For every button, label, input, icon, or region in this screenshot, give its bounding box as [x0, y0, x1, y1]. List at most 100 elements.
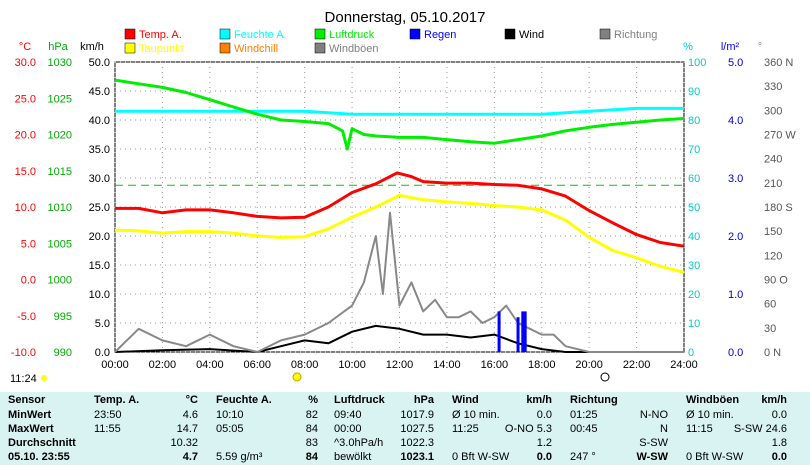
legend-swatch [314, 28, 326, 40]
table-cell-value: 0.0 [771, 409, 787, 421]
table-cell-value: 83 [305, 437, 318, 449]
table-cell-time: 11:55 [94, 423, 121, 435]
table-row-label: MinWert [8, 409, 52, 421]
y-tick-label: 100 [688, 57, 706, 69]
plot-area [114, 78, 685, 353]
y-tick-label: 45.0 [89, 86, 110, 98]
legend-item: Luftdruck [314, 28, 375, 41]
chart-axes: 00:00 02:00 04:00 06:00 08:00 10:00 12:00 14:00… [10, 41, 796, 385]
y-tick-label: 0 [688, 347, 694, 359]
table-cell-time: Ø 10 min. [452, 409, 500, 421]
y-tick-label: 4.0 [728, 115, 743, 127]
y-tick-label: 50.0 [89, 57, 110, 69]
legend-item: Windchill [219, 42, 278, 55]
rain-bar [523, 311, 527, 352]
table-cell-value: 84 [305, 423, 318, 435]
table-cell-time: 23:50 [94, 409, 122, 421]
x-tick-label: 02:00 [149, 359, 177, 371]
axis-unit-label: l/m² [721, 41, 740, 53]
table-cell-time: 00:00 [334, 423, 362, 435]
y-tick-label: 330 [764, 81, 782, 93]
table-header-sensor: Sensor [8, 394, 46, 406]
series-line-luftdruck [114, 78, 685, 151]
y-tick-label: 40 [688, 231, 700, 243]
y-tick-label: 20.0 [89, 231, 110, 243]
y-tick-label: 5.0 [95, 318, 110, 330]
x-tick-label: 20:00 [575, 359, 603, 371]
axis-unit-label: hPa [48, 41, 68, 53]
y-tick-label: 5.0 [728, 57, 743, 69]
y-tick-label: 1005 [48, 238, 72, 250]
table-header-unit: % [308, 394, 318, 406]
legend-swatch [409, 28, 421, 40]
table-cell-value: S-SW 24.6 [733, 423, 787, 435]
y-tick-label: 240 [764, 154, 782, 166]
table-cell-time: 11:15 [686, 423, 713, 435]
table-cell-value: 1017.9 [400, 409, 434, 421]
table-cell-value: W-SW [636, 451, 668, 463]
y-tick-label: 1025 [48, 93, 72, 105]
y-tick-label: 20 [688, 289, 700, 301]
table-cell-value: 0.0 [536, 451, 552, 463]
y-tick-label: 20.0 [15, 130, 36, 142]
axis-unit-label: % [683, 41, 693, 53]
table-cell-value: 82 [305, 409, 318, 421]
table-header-unit: km/h [526, 394, 552, 406]
y-tick-label: 25.0 [15, 93, 36, 105]
legend-label: Windböen [329, 43, 379, 55]
x-tick-label: 22:00 [623, 359, 651, 371]
legend-item: Taupunkt [124, 42, 184, 55]
table-cell-value: 4.6 [182, 409, 198, 421]
x-tick-label: 16:00 [481, 359, 509, 371]
y-tick-label: 2.0 [728, 231, 743, 243]
y-tick-label: 60 [688, 173, 700, 185]
table-row-label: Durchschnitt [8, 437, 76, 449]
table-cell-time: bewölkt [334, 451, 372, 463]
table-cell-value: 10.32 [170, 437, 198, 449]
table-cell-time: 11:25 [452, 423, 479, 435]
legend-label: Temp. A. [139, 29, 182, 41]
x-tick-label: 10:00 [338, 359, 366, 371]
table-cell-time: Ø 10 min. [686, 409, 734, 421]
y-tick-label: 990 [54, 347, 72, 359]
y-tick-label: 210 [764, 178, 782, 190]
table-header-unit: hPa [413, 394, 434, 406]
rain-bar [516, 317, 520, 352]
y-tick-label: 60 [764, 299, 776, 311]
y-tick-label: 0 N [764, 347, 781, 359]
table-cell-value: 1022.3 [400, 437, 434, 449]
y-tick-label: 120 [764, 250, 782, 262]
y-tick-label: -10.0 [11, 347, 36, 359]
table-cell-value: 84 [305, 451, 318, 463]
axis-unit-label: km/h [80, 41, 104, 53]
y-tick-label: 90 O [764, 275, 788, 287]
table-cell-value: O-NO 5.3 [504, 423, 552, 435]
table-cell-time: 09:40 [334, 409, 362, 421]
y-tick-label: 10.0 [15, 202, 36, 214]
table-cell-value: 1027.5 [400, 423, 434, 435]
weather-chart: Donnerstag, 05.10.2017 Temp. A. Feuchte A… [10, 9, 796, 385]
x-tick-label: 00:00 [101, 359, 129, 371]
y-tick-label: 3.0 [728, 173, 743, 185]
legend: Temp. A. Feuchte A. Luftdruck Regen Wind Rich… [124, 28, 657, 55]
table-header-unit: km/h [761, 394, 787, 406]
series-line-taupunkt [114, 193, 685, 274]
y-tick-label: 1015 [48, 166, 72, 178]
table-cell-value: 0.0 [536, 409, 552, 421]
table-cell-value: 1.8 [771, 437, 787, 449]
table-cell-value: 1023.1 [400, 451, 434, 463]
moon-marker [600, 372, 610, 382]
y-tick-label: 180 S [764, 202, 793, 214]
y-tick-label: 30 [764, 323, 776, 335]
y-tick-label: 0.0 [95, 347, 110, 359]
table-cell-value: 1.2 [536, 437, 552, 449]
y-tick-label: 1030 [48, 57, 72, 69]
table-header-gust: Windböen [686, 394, 740, 406]
legend-label: Taupunkt [139, 43, 184, 55]
table-header-unit: °C [185, 394, 198, 406]
y-tick-label: 1020 [48, 130, 72, 142]
legend-swatch [599, 28, 611, 40]
table-cell-time: 10:10 [216, 409, 244, 421]
y-tick-label: 0.0 [21, 275, 36, 287]
